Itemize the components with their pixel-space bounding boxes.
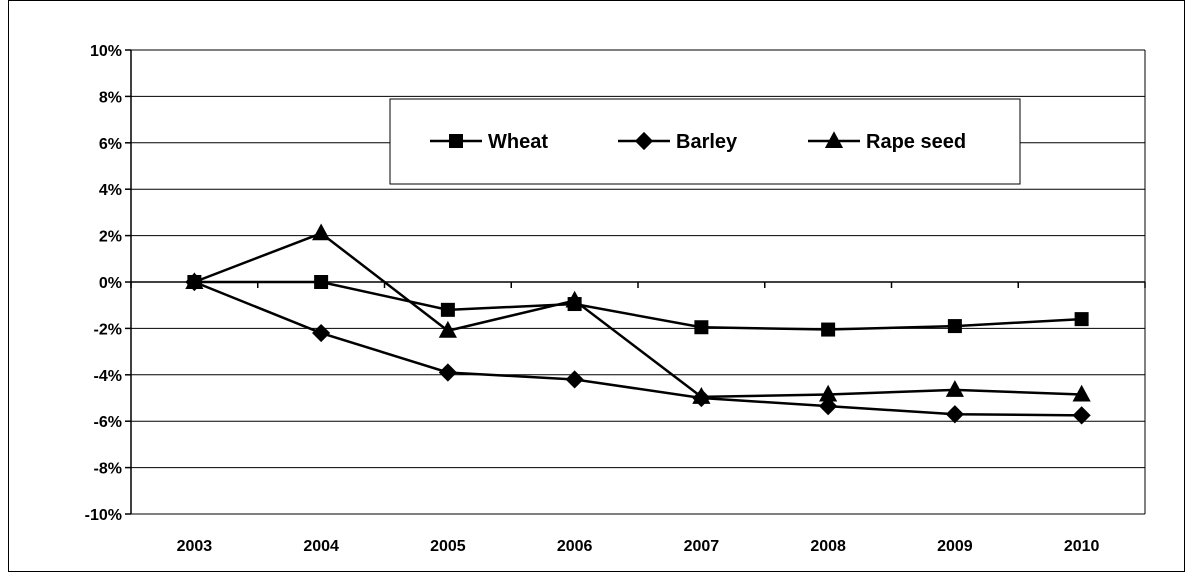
point-rape-seed-2009 [945,380,964,397]
series-line-wheat [194,280,1082,331]
point-wheat-2009 [947,319,962,334]
legend-label-wheat: Wheat [488,131,548,153]
series-line-barley [193,280,1082,417]
point-barley-2004 [312,323,331,343]
point-barley-2008 [819,397,838,416]
y-tick-label-2: 6% [99,136,122,153]
y-tick-label-3: 4% [99,182,122,199]
x-tick-label-2007: 2007 [684,538,720,555]
y-tick-label-5: 0% [99,275,122,292]
point-rape-seed-2010 [1072,384,1091,402]
legend-marker-rape-seed [824,131,844,148]
point-rape-seed-2008 [819,384,838,402]
series-line-rape-seed [193,231,1082,399]
y-tick-label-9: -8% [94,461,122,478]
x-tick-label-2005: 2005 [430,538,466,555]
x-tick-label-2008: 2008 [810,538,846,555]
y-tick-label-7: -4% [94,368,122,385]
point-wheat-2008 [821,322,836,337]
y-tick-label-10: -10% [85,507,122,524]
x-tick-label-2010: 2010 [1064,538,1100,555]
x-tick-label-2004: 2004 [303,538,339,555]
legend-label-barley: Barley [676,131,738,153]
legend-marker-wheat [449,134,463,148]
point-rape-seed-2005 [438,320,457,338]
y-tick-label-4: 2% [99,229,122,246]
point-barley-2005 [438,363,457,382]
point-barley-2009 [945,405,964,424]
x-tick-label-2009: 2009 [937,538,973,555]
point-wheat-2005 [440,302,455,317]
y-tick-label-0: 10% [90,43,122,60]
point-rape-seed-2003 [185,272,204,289]
point-rape-seed-2007 [692,387,711,404]
point-wheat-2007 [694,320,709,335]
y-tick-label-6: -2% [94,321,122,338]
point-barley-2010 [1072,406,1091,425]
y-tick-label-8: -6% [94,414,122,431]
legend-box [389,98,1021,185]
point-rape-seed-2004 [312,223,331,241]
y-tick-label-1: 8% [99,89,122,106]
point-barley-2006 [565,370,584,389]
legend-marker-barley [634,131,654,151]
x-tick-label-2003: 2003 [177,538,213,555]
x-tick-label-2006: 2006 [557,538,593,555]
point-wheat-2004 [314,275,329,289]
point-rape-seed-2006 [565,290,584,308]
point-wheat-2010 [1074,312,1089,327]
legend-label-rape-seed: Rape seed [866,131,966,153]
